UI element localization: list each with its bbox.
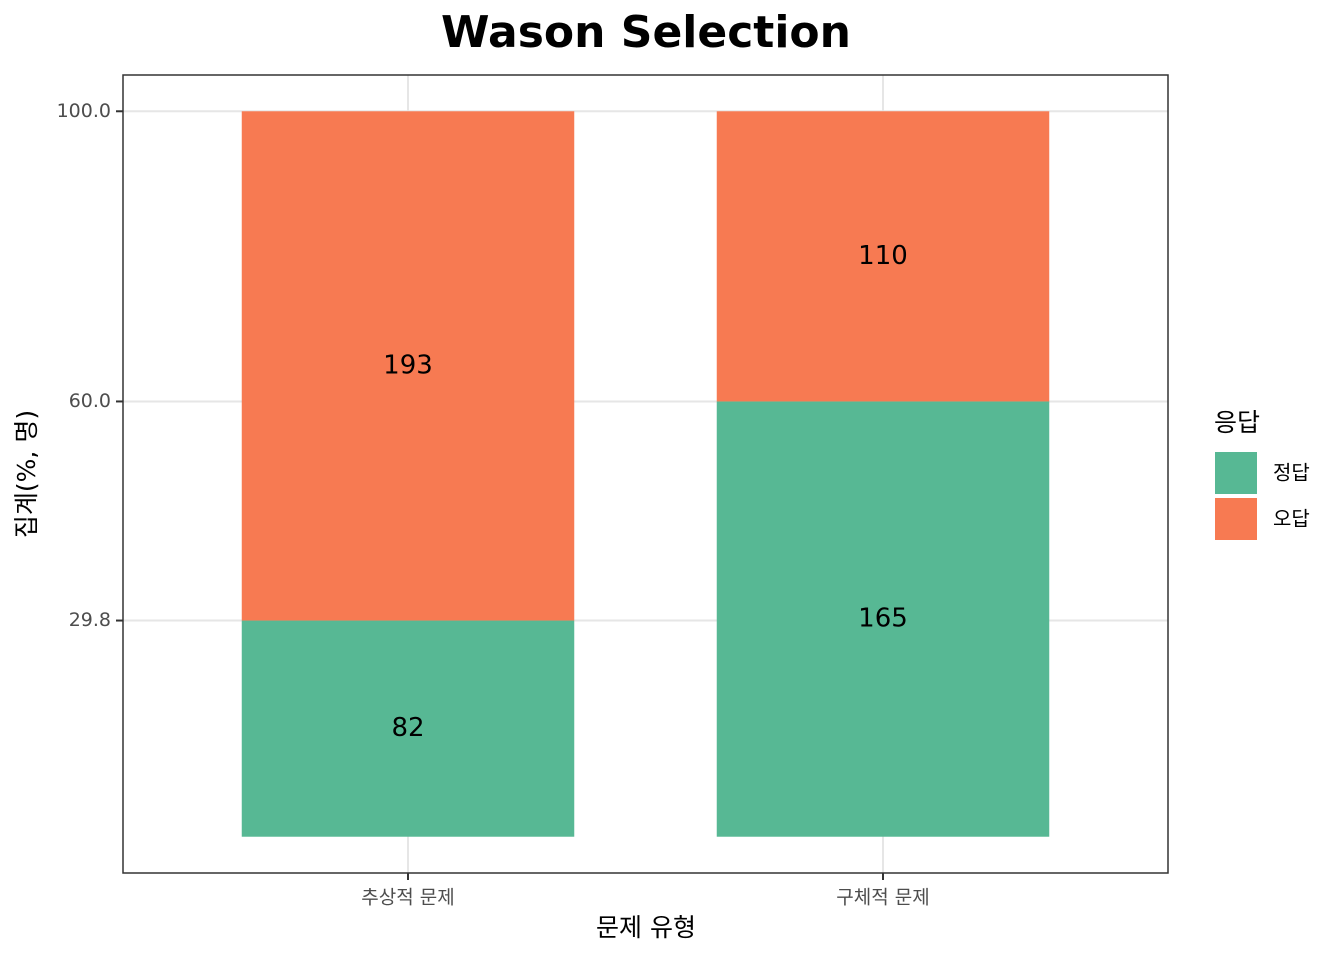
x-axis-title: 문제 유형: [596, 913, 696, 942]
data-label: 193: [383, 350, 433, 380]
legend-title: 응답: [1214, 408, 1260, 437]
bar-segment: [716, 111, 1050, 402]
x-tick-label: 추상적 문제: [361, 887, 454, 909]
y-axis-title: 집계(%, 명): [12, 410, 41, 538]
data-label: 165: [858, 604, 908, 634]
legend-label: 오답: [1273, 507, 1310, 531]
x-tick-label: 구체적 문제: [836, 887, 929, 909]
panel-border: [122, 74, 1169, 874]
data-label: 110: [858, 241, 908, 271]
legend-key: [1215, 452, 1257, 494]
y-tick-label: 29.8: [69, 609, 111, 631]
legend-key: [1215, 498, 1257, 540]
bar-segment: [241, 620, 575, 837]
y-tick-label: 60.0: [69, 390, 111, 412]
y-tick-label: 100.0: [57, 100, 111, 122]
bar-segment: [241, 111, 575, 621]
legend-label: 정답: [1273, 461, 1310, 485]
bar-segment: [716, 401, 1050, 837]
chart-title: Wason Selection: [441, 7, 851, 58]
data-label: 82: [391, 713, 424, 743]
